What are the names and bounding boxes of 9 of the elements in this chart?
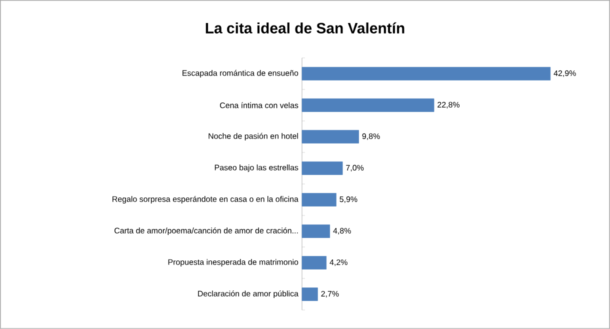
bar bbox=[302, 130, 359, 144]
chart-title: La cita ideal de San Valentín bbox=[206, 22, 404, 34]
bar bbox=[302, 98, 434, 112]
bar bbox=[302, 288, 318, 301]
bar bbox=[302, 224, 330, 238]
bar bbox=[302, 162, 343, 175]
bar bbox=[302, 67, 551, 80]
bar bbox=[302, 193, 336, 206]
bar bbox=[302, 256, 327, 270]
